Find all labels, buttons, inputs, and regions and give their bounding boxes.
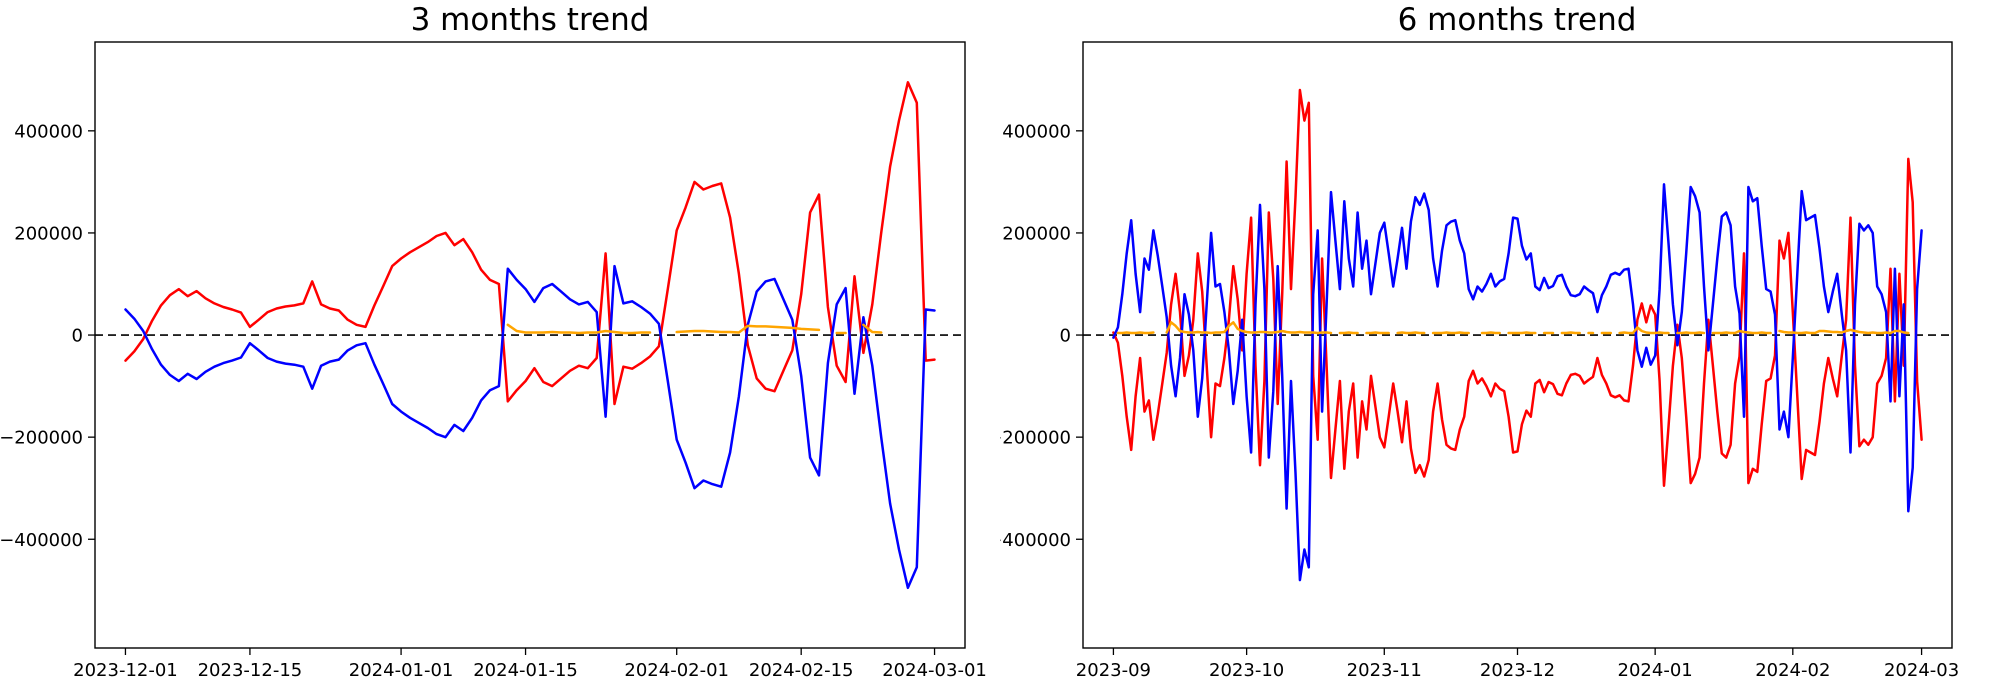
y-tick-label: 200000	[14, 223, 83, 244]
x-tick-label: 2024-02	[1755, 660, 1830, 681]
x-tick-label: 2024-01	[1618, 660, 1693, 681]
six-months-chart-title: 6 months trend	[1397, 2, 1637, 38]
y-tick-label: −400000	[0, 530, 83, 551]
three-months-chart: 3 months trend 400000 200000 0 −200000 −4000…	[0, 2, 987, 681]
x-tick-label: 2023-12-01	[73, 660, 178, 681]
six-months-chart-plot: 400000 200000 0 −200000 −400000 2023-09 2023-1…	[1000, 41, 1959, 681]
plot-border	[1082, 41, 1953, 649]
x-tick-label: 2024-02-15	[749, 660, 854, 681]
y-tick-label: 0	[72, 326, 83, 347]
y-tick-label: −200000	[1000, 428, 1071, 449]
blue-line	[1112, 183, 1923, 582]
three-months-chart-plot: 400000 200000 0 −200000 −400000 2023-12-01 202…	[0, 41, 987, 681]
x-tick-label: 2024-01-01	[349, 660, 454, 681]
y-tick-label: 400000	[1002, 121, 1071, 142]
x-tick-label: 2023-12-15	[198, 660, 303, 681]
red-line	[124, 81, 936, 406]
x-tick-label: 2024-03-01	[882, 660, 987, 681]
x-tick-label: 2024-01-15	[473, 660, 578, 681]
y-tick-label: 200000	[1002, 223, 1071, 244]
x-tick-label: 2023-12	[1480, 660, 1555, 681]
y-tick-label: −400000	[1000, 530, 1071, 551]
y-tick-label: 0	[1060, 326, 1071, 347]
y-tick-label: 400000	[14, 121, 83, 142]
blue-line	[124, 264, 936, 590]
red-line	[1112, 88, 1923, 487]
three-months-chart-title: 3 months trend	[410, 2, 650, 38]
x-tick-label: 2023-09	[1076, 660, 1151, 681]
orange-line	[506, 323, 883, 335]
y-tick-label: −200000	[0, 428, 83, 449]
orange-line	[1116, 321, 1910, 335]
x-tick-label: 2023-10	[1209, 660, 1284, 681]
x-tick-label: 2024-03	[1884, 660, 1959, 681]
plot-border	[94, 41, 966, 649]
x-tick-label: 2023-11	[1347, 660, 1422, 681]
x-tick-label: 2024-02-01	[624, 660, 729, 681]
six-months-chart: 6 months trend 400000 200000 0 −200000 −4000…	[1000, 0, 2000, 700]
